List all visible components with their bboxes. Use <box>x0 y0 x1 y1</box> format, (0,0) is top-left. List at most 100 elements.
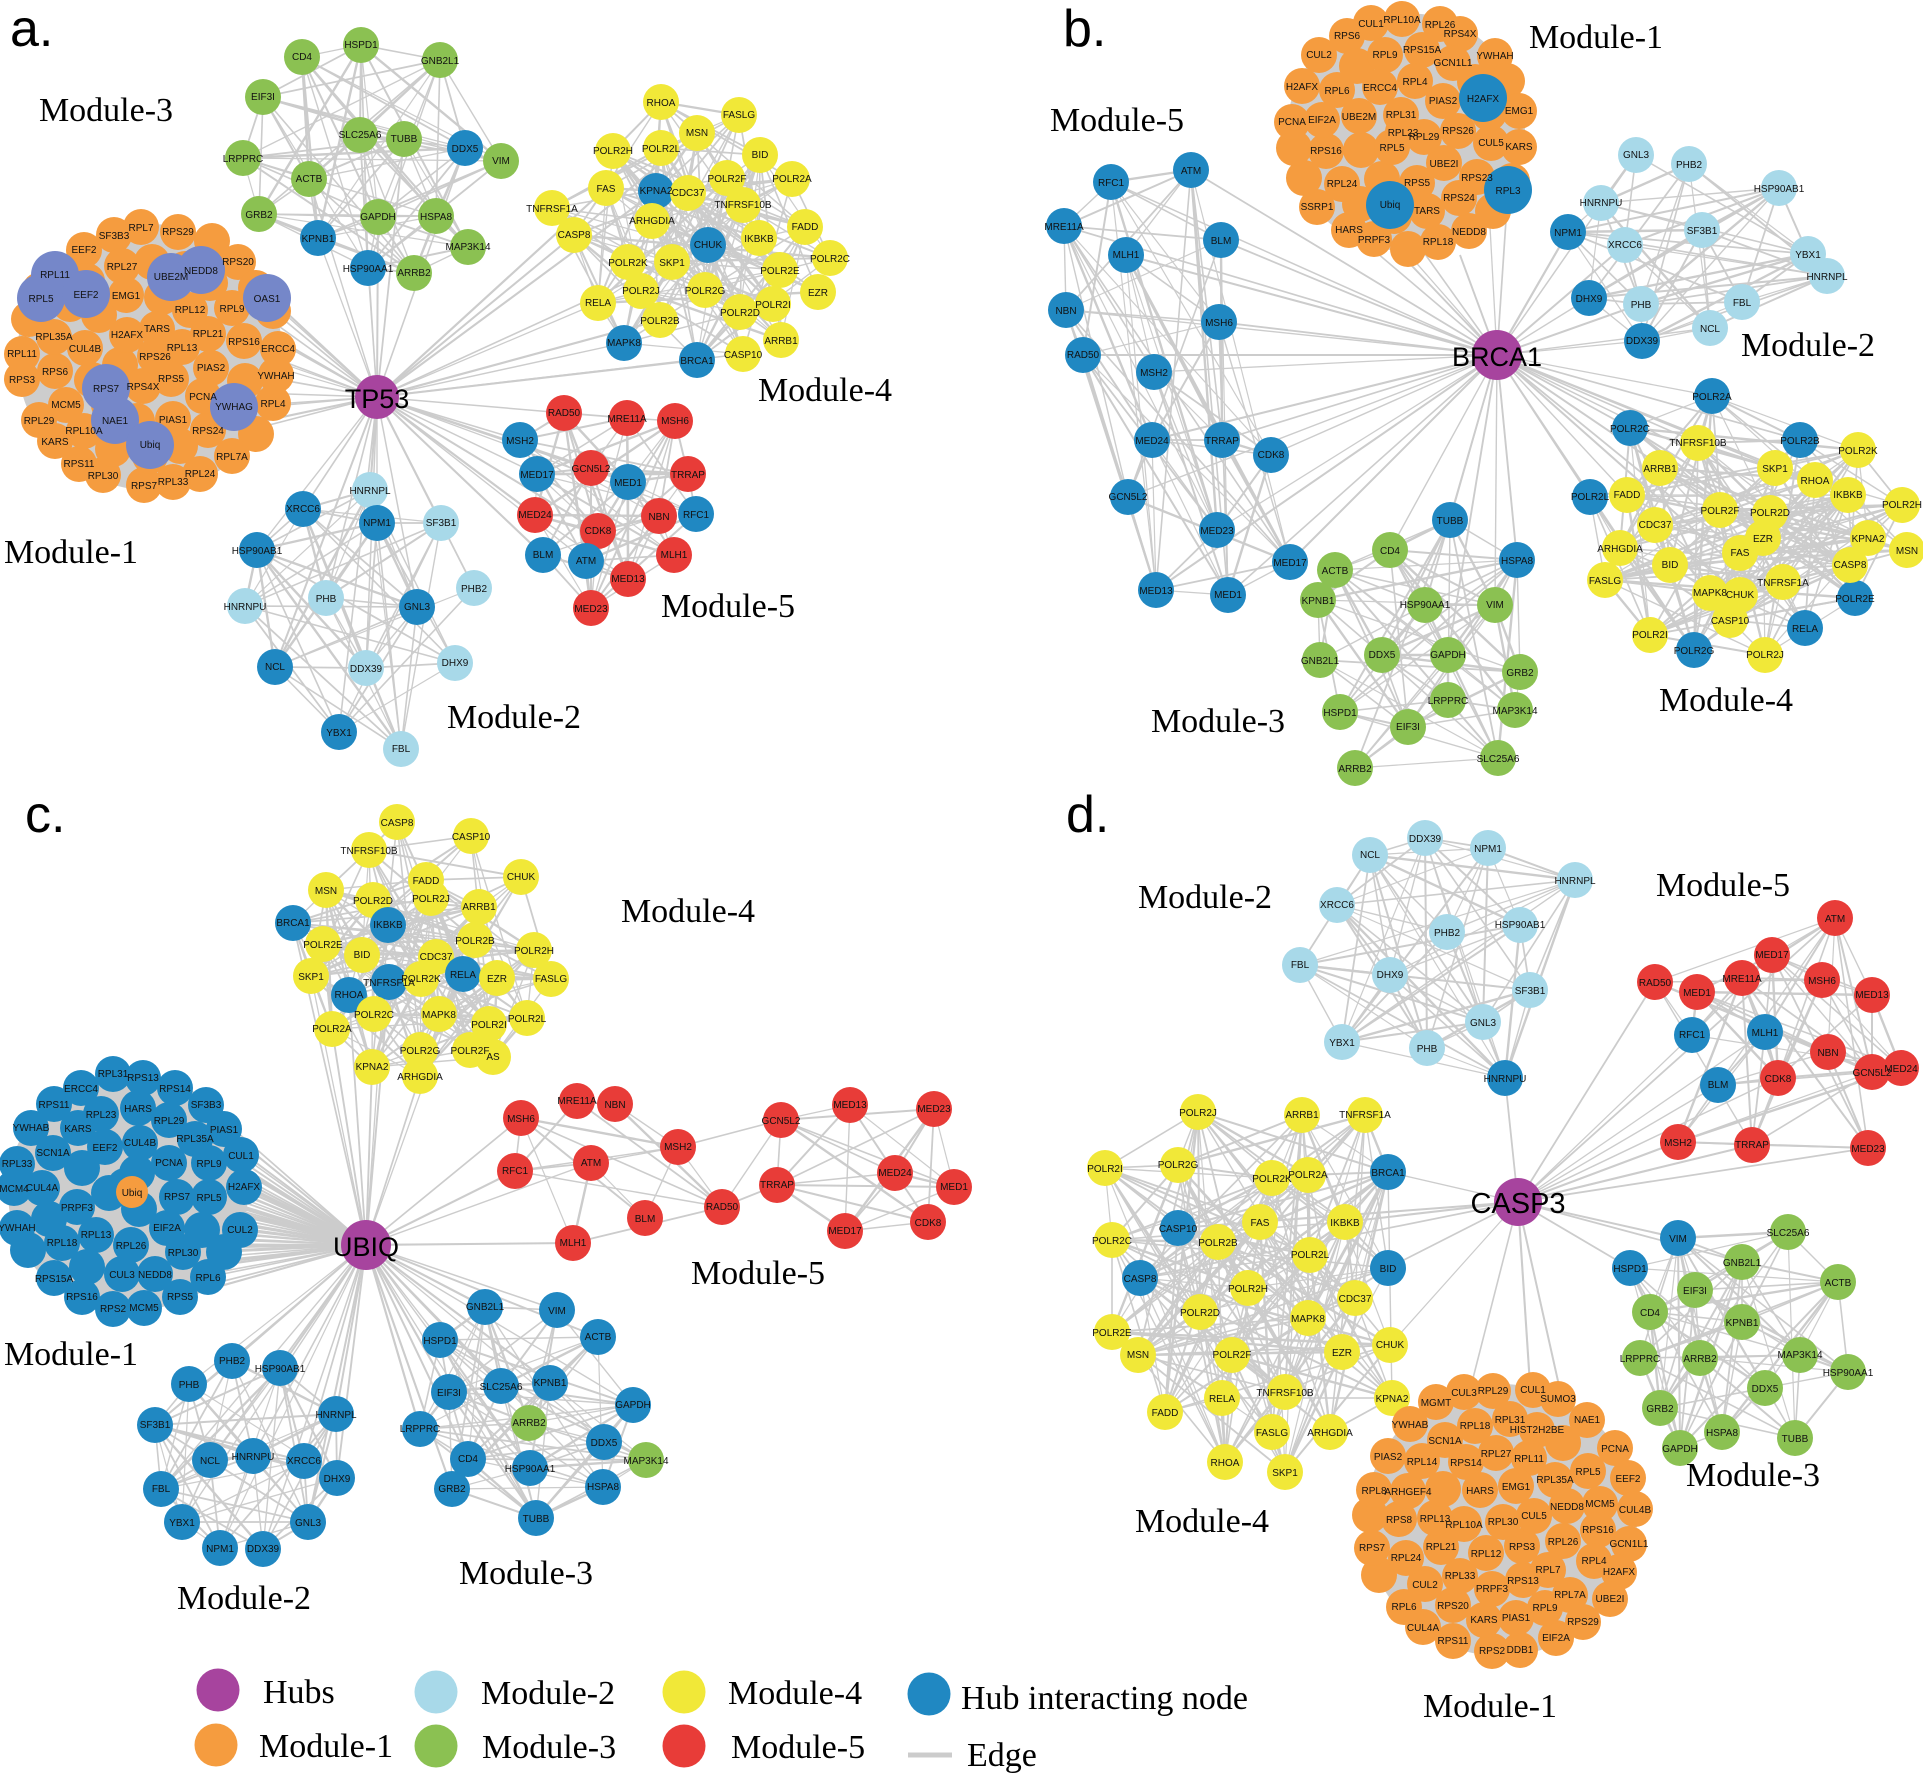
svg-text:NBN: NBN <box>648 512 669 523</box>
svg-text:RHOA: RHOA <box>335 990 364 1001</box>
svg-text:YBX1: YBX1 <box>1329 1038 1355 1049</box>
svg-text:RFC1: RFC1 <box>683 510 710 521</box>
svg-text:TARS: TARS <box>144 324 170 335</box>
svg-text:Module-1: Module-1 <box>1423 1688 1557 1725</box>
svg-text:RPS14: RPS14 <box>1450 1458 1482 1469</box>
svg-text:NBN: NBN <box>1055 306 1076 317</box>
svg-text:GAPDH: GAPDH <box>1662 1444 1698 1455</box>
svg-text:ERCC4: ERCC4 <box>261 344 295 355</box>
svg-text:MED1: MED1 <box>1214 590 1242 601</box>
svg-text:ATM: ATM <box>1181 166 1201 177</box>
svg-text:Module-4: Module-4 <box>621 893 755 930</box>
svg-text:ACTB: ACTB <box>585 1332 612 1343</box>
svg-text:CD4: CD4 <box>458 1454 478 1465</box>
svg-text:POLR2C: POLR2C <box>1610 424 1650 435</box>
svg-text:YWHAB: YWHAB <box>13 1123 50 1134</box>
svg-text:GCN5L2: GCN5L2 <box>1109 492 1148 503</box>
svg-text:ARRB2: ARRB2 <box>397 268 431 279</box>
svg-text:SLC25A6: SLC25A6 <box>339 130 382 141</box>
svg-text:TNFRSF10B: TNFRSF10B <box>340 846 398 857</box>
svg-text:UBIQ: UBIQ <box>333 1232 399 1262</box>
svg-text:EZR: EZR <box>808 288 828 299</box>
svg-text:MRE11A: MRE11A <box>1722 974 1762 985</box>
svg-text:NEDD8: NEDD8 <box>1452 227 1486 238</box>
svg-text:MAPK8: MAPK8 <box>1291 1314 1325 1325</box>
svg-text:POLR2C: POLR2C <box>354 1010 394 1021</box>
svg-text:IKBKB: IKBKB <box>373 920 403 931</box>
svg-text:RPL18: RPL18 <box>47 1238 78 1249</box>
svg-text:RAD50: RAD50 <box>706 1202 739 1213</box>
svg-text:POLR2H: POLR2H <box>1228 1284 1268 1295</box>
svg-text:YWHAH: YWHAH <box>1476 51 1513 62</box>
svg-text:DDX39: DDX39 <box>350 664 383 675</box>
svg-text:EIF3I: EIF3I <box>1396 722 1420 733</box>
svg-text:POLR2G: POLR2G <box>685 286 726 297</box>
svg-text:GAPDH: GAPDH <box>360 212 396 223</box>
svg-text:PRPF3: PRPF3 <box>61 1203 94 1214</box>
svg-text:GCN5L2: GCN5L2 <box>1853 1068 1892 1079</box>
svg-text:CUL4B: CUL4B <box>124 1138 157 1149</box>
svg-text:POLR2J: POLR2J <box>622 286 660 297</box>
svg-text:POLR2F: POLR2F <box>708 174 747 185</box>
svg-text:LRPPRC: LRPPRC <box>400 1424 441 1435</box>
svg-text:MED23: MED23 <box>1851 1144 1885 1155</box>
svg-text:RPL31: RPL31 <box>1386 110 1417 121</box>
svg-text:GRB2: GRB2 <box>1646 1404 1674 1415</box>
svg-text:Module-1: Module-1 <box>259 1728 393 1765</box>
svg-text:RPL12: RPL12 <box>175 305 206 316</box>
svg-text:SCN1A: SCN1A <box>36 1148 70 1159</box>
svg-text:RPL5: RPL5 <box>28 294 53 305</box>
svg-text:MSN: MSN <box>1896 546 1918 557</box>
svg-text:KPNB1: KPNB1 <box>1726 1318 1759 1329</box>
svg-text:RPL29: RPL29 <box>154 1116 185 1127</box>
svg-text:Module-3: Module-3 <box>1686 1457 1820 1494</box>
svg-text:EIF2A: EIF2A <box>1308 115 1336 126</box>
svg-text:LRPPRC: LRPPRC <box>223 154 264 165</box>
svg-text:HSPA8: HSPA8 <box>1706 1428 1738 1439</box>
svg-text:RPL18: RPL18 <box>1423 237 1454 248</box>
svg-text:RAD50: RAD50 <box>1639 978 1672 989</box>
svg-text:RPL8: RPL8 <box>1361 1486 1386 1497</box>
svg-text:RPL13: RPL13 <box>167 343 198 354</box>
svg-text:EMG1: EMG1 <box>112 291 141 302</box>
svg-text:MSH6: MSH6 <box>1808 976 1836 987</box>
svg-text:CUL5: CUL5 <box>1478 138 1504 149</box>
svg-text:FBL: FBL <box>392 744 411 755</box>
svg-text:GCN5L2: GCN5L2 <box>572 464 611 475</box>
svg-text:Module-1: Module-1 <box>4 534 138 571</box>
svg-text:Module-4: Module-4 <box>1659 682 1793 719</box>
svg-text:ACTB: ACTB <box>1322 566 1349 577</box>
svg-text:YBX1: YBX1 <box>326 728 352 739</box>
svg-text:TNFRSF10B: TNFRSF10B <box>1669 438 1727 449</box>
svg-text:RPL7: RPL7 <box>128 223 153 234</box>
svg-text:SKP1: SKP1 <box>298 972 324 983</box>
svg-text:PCNA: PCNA <box>1601 1444 1629 1455</box>
svg-text:CHUK: CHUK <box>1376 1340 1405 1351</box>
svg-text:PCNA: PCNA <box>1278 117 1306 128</box>
svg-text:RPL11: RPL11 <box>40 270 70 281</box>
svg-text:HSPA8: HSPA8 <box>587 1482 619 1493</box>
svg-text:MED1: MED1 <box>1683 988 1711 999</box>
svg-text:POLR2K: POLR2K <box>1838 446 1878 457</box>
svg-text:MRE11A: MRE11A <box>607 414 647 425</box>
svg-text:CASP8: CASP8 <box>1124 1274 1157 1285</box>
svg-text:ARRB2: ARRB2 <box>512 1418 546 1429</box>
svg-text:RPL24: RPL24 <box>1391 1553 1422 1564</box>
svg-text:MSN: MSN <box>1127 1350 1149 1361</box>
svg-text:SLC25A6: SLC25A6 <box>480 1382 523 1393</box>
svg-text:TNFRSF1A: TNFRSF1A <box>1339 1110 1391 1121</box>
svg-text:SF3B3: SF3B3 <box>191 1100 222 1111</box>
svg-text:POLR2J: POLR2J <box>412 894 450 905</box>
svg-text:TRRAP: TRRAP <box>1735 1140 1769 1151</box>
svg-text:Module-4: Module-4 <box>728 1675 862 1712</box>
svg-text:a.: a. <box>10 0 53 58</box>
svg-text:POLR2D: POLR2D <box>720 308 760 319</box>
svg-text:KPNB1: KPNB1 <box>534 1378 567 1389</box>
svg-text:ARRB1: ARRB1 <box>1285 1110 1319 1121</box>
svg-text:RPL26: RPL26 <box>116 1241 147 1252</box>
svg-text:HNRNPL: HNRNPL <box>1806 272 1848 283</box>
svg-text:RPL10A: RPL10A <box>1445 1520 1483 1531</box>
svg-text:HNRNPU: HNRNPU <box>1484 1074 1527 1085</box>
svg-text:NPM1: NPM1 <box>206 1544 234 1555</box>
svg-text:YWHAH: YWHAH <box>257 371 294 382</box>
